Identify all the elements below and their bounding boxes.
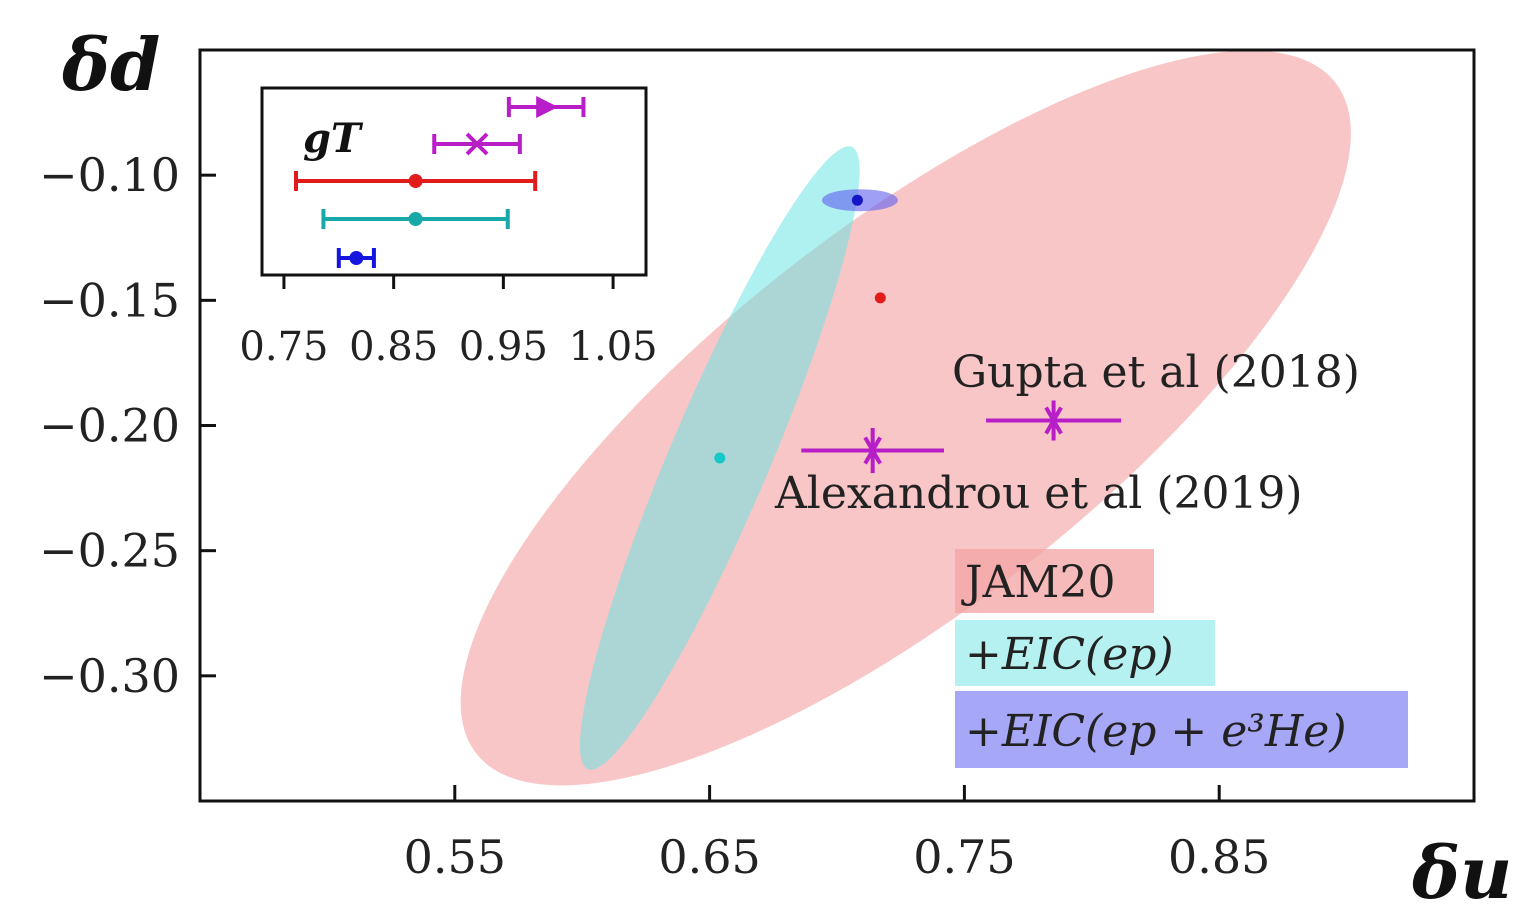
lattice-point-3 (986, 400, 1122, 441)
y-axis-ticks: −0.10 −0.15 −0.20 −0.25 −0.30 (39, 148, 216, 703)
legend: JAM20 +EIC(ep) +EIC(ep + e³He) (955, 549, 1408, 768)
inset-row-4 (336, 248, 376, 268)
inset-row-1 (432, 132, 522, 156)
x-tick-label: 0.55 (404, 830, 506, 884)
y-axis-label: δd (61, 22, 160, 107)
legend-label-eic-ep: +EIC(ep) (965, 629, 1174, 680)
y-tick-label: −0.30 (39, 649, 180, 703)
star-marker (1044, 406, 1063, 435)
lattice-point-4 (801, 428, 945, 474)
inset-tick-label: 1.05 (569, 324, 658, 370)
y-tick-label: −0.20 (39, 399, 180, 453)
inset-tick-label: 0.95 (459, 324, 548, 370)
inset-marker-dot (408, 212, 423, 226)
inset-row-3 (321, 209, 510, 229)
legend-swatch-jam20 (955, 549, 1154, 613)
inset-marker-dot (349, 251, 364, 265)
legend-label-jam20: JAM20 (961, 557, 1115, 608)
central-point-0 (874, 292, 886, 304)
inset-marker-star (536, 96, 559, 118)
inset-rows (294, 96, 586, 268)
legend-swatch-eic-ep-he3 (955, 691, 1408, 768)
inset-row-0 (506, 96, 586, 118)
annotation-gupta: Gupta et al (2018) (952, 347, 1360, 398)
x-tick-label: 0.65 (658, 830, 760, 884)
inset-tick-label: 0.85 (349, 324, 438, 370)
inset-gT: gT 0.75 0.85 0.95 1.05 (239, 86, 658, 370)
central-point-2 (851, 194, 863, 206)
legend-swatch-eic-ep (955, 620, 1215, 686)
star-marker (863, 436, 882, 465)
x-axis-label: δu (1411, 830, 1512, 914)
y-tick-label: −0.15 (39, 273, 180, 327)
x-axis-ticks: 0.55 0.65 0.75 0.85 (404, 785, 1270, 884)
x-tick-label: 0.75 (913, 830, 1015, 884)
data-points (714, 194, 1122, 474)
inset-label: gT (303, 115, 364, 162)
inset-row-2 (294, 171, 538, 191)
inset-marker-dot (408, 174, 423, 188)
legend-label-eic-ep-he3: +EIC(ep + e³He) (965, 706, 1347, 757)
y-tick-label: −0.10 (39, 148, 180, 202)
central-point-1 (714, 452, 726, 464)
annotation-alexandrou: Alexandrou et al (2019) (774, 468, 1303, 519)
x-tick-label: 0.85 (1168, 830, 1270, 884)
inset-marker-x (465, 132, 489, 156)
inset-tick-label: 0.75 (239, 324, 328, 370)
y-tick-label: −0.25 (39, 524, 180, 578)
inset-x-ticks: 0.75 0.85 0.95 1.05 (239, 275, 658, 370)
